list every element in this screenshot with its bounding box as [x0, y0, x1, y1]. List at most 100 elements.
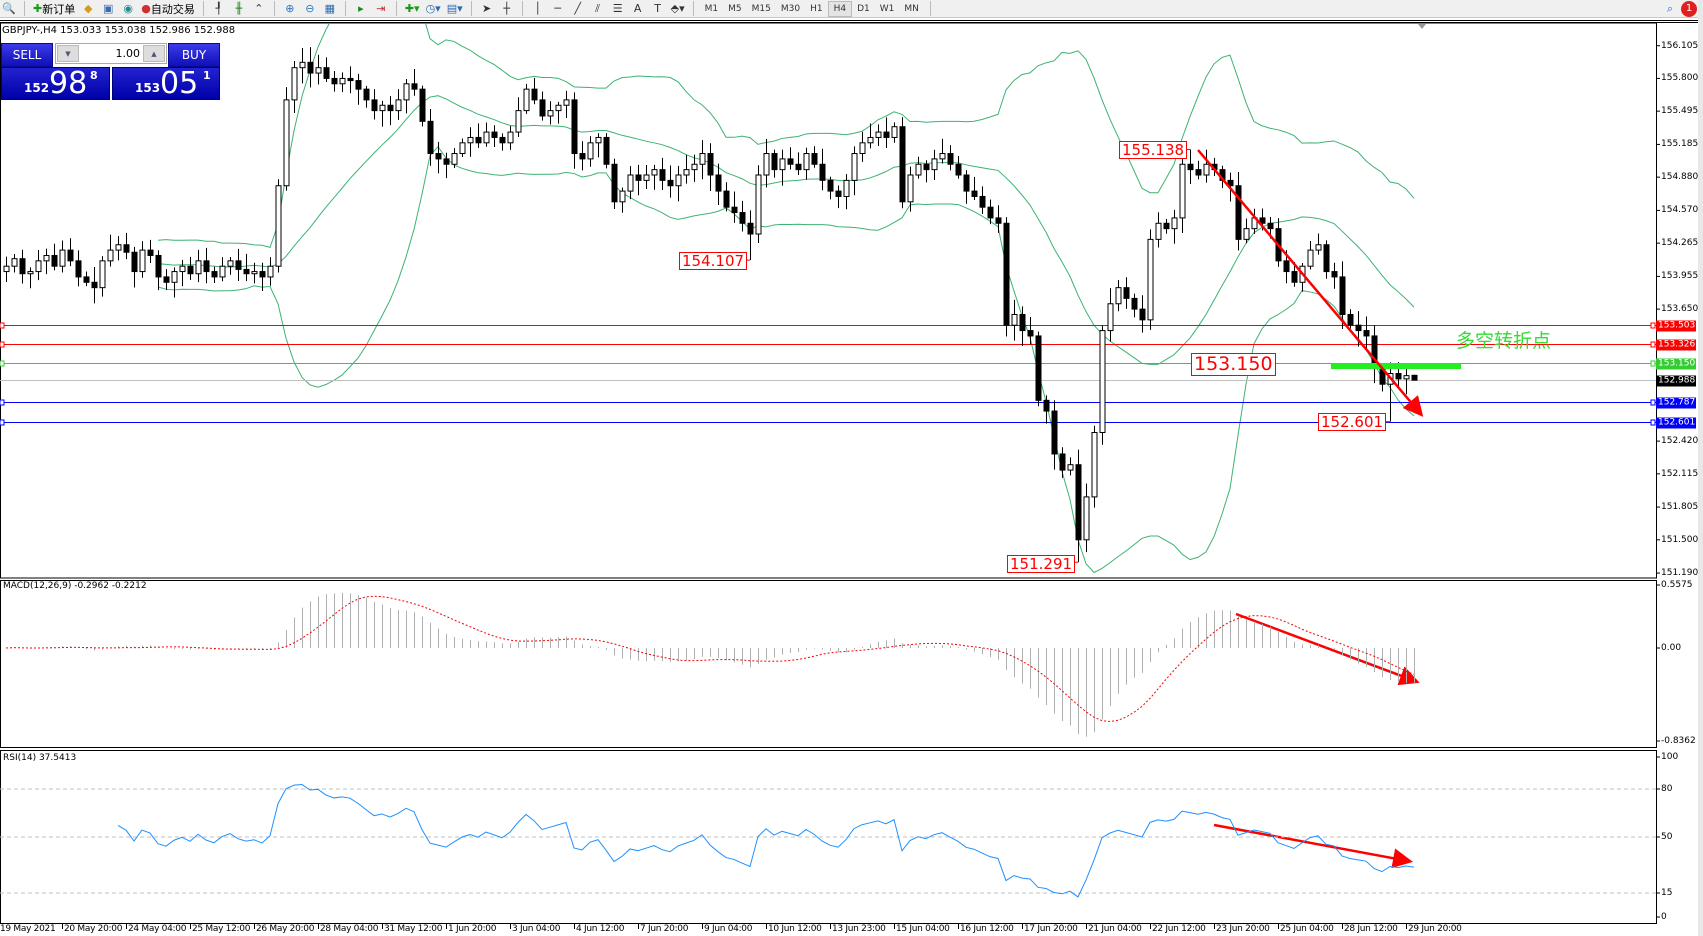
sell-button[interactable]: SELL: [1, 43, 53, 67]
price-level-tag: 153.503: [1656, 320, 1696, 331]
lot-decrease-button[interactable]: ▼: [57, 45, 79, 62]
timeframe-m5[interactable]: M5: [728, 3, 742, 14]
toolbar-separator: [395, 1, 397, 16]
signal-icon[interactable]: ◉: [123, 2, 134, 15]
autotrade-button[interactable]: ● 自动交易: [141, 2, 195, 16]
periods-clock-icon[interactable]: ◷▾: [425, 2, 441, 15]
lot-increase-button[interactable]: ▲: [143, 45, 165, 62]
bollinger-upper-band: [157, 23, 1415, 248]
autoscroll-icon[interactable]: ▸: [358, 2, 364, 15]
candle-bull: [763, 153, 770, 176]
zoom-in-icon[interactable]: ⊕: [285, 2, 295, 15]
price-level-tag: 152.787: [1656, 397, 1696, 408]
bar-chart-icon[interactable]: ┦: [215, 2, 223, 15]
time-axis-label: 9 Jun 04:00: [704, 924, 753, 934]
candle-bear: [1123, 287, 1130, 299]
timeframe-m15[interactable]: M15: [751, 3, 771, 14]
time-axis-label: 20 May 20:00: [64, 924, 123, 934]
timeframe-h4[interactable]: H4: [827, 0, 853, 17]
cursor-icon[interactable]: ➤: [482, 2, 492, 15]
candle-bear: [1267, 222, 1274, 230]
rsi-line: [117, 784, 1415, 898]
candle-bull: [467, 136, 474, 144]
candle-bull: [651, 169, 658, 176]
candle-bear: [147, 249, 154, 256]
buy-price[interactable]: 153 05 1: [112, 67, 220, 100]
notification-badge[interactable]: 1: [1681, 0, 1697, 17]
search-icon[interactable]: ⌕: [1666, 1, 1674, 15]
candle-bull: [891, 126, 898, 138]
fibonacci-icon[interactable]: ☰: [612, 2, 623, 15]
metaeditor-icon[interactable]: ◆: [83, 2, 93, 15]
extreme-price-label: 154.107: [679, 252, 748, 270]
candle-bear: [411, 83, 418, 90]
level-handle: [0, 341, 5, 348]
timeframe-h1[interactable]: H1: [810, 3, 823, 14]
candle-bull: [915, 163, 922, 176]
candle-bear: [83, 276, 90, 283]
zoom-out-icon[interactable]: ⊖: [305, 2, 315, 15]
timeframe-mn[interactable]: MN: [904, 3, 919, 14]
search-icon[interactable]: 🔍: [2, 2, 16, 15]
time-axis-label: 28 May 04:00: [320, 924, 379, 934]
timeframe-d1[interactable]: D1: [857, 3, 870, 14]
text-label-icon[interactable]: T: [654, 2, 661, 15]
text-icon[interactable]: A: [633, 2, 642, 15]
print-icon[interactable]: ▣: [103, 2, 114, 15]
line-chart-icon[interactable]: ⌃: [254, 2, 264, 15]
one-click-trading-panel: SELL ▼ 1.00 ▲ BUY 152 98 8 153 05 1: [1, 43, 220, 100]
rsi-trend-arrow: [1213, 823, 1413, 869]
templates-icon[interactable]: ▤▾: [446, 2, 463, 15]
pivot-text: 多空转折点: [1456, 330, 1552, 352]
candle-bear: [963, 174, 970, 192]
candle-bear: [67, 249, 74, 262]
tile-windows-icon[interactable]: ▦: [324, 2, 336, 15]
price-axis-label: 156.105: [1661, 40, 1699, 51]
candle-bull: [379, 104, 386, 112]
price-axis-label: 151.500: [1661, 534, 1699, 545]
candlestick-chart-icon[interactable]: ╫: [235, 2, 243, 15]
candle-bear: [667, 179, 674, 187]
timeframe-m1[interactable]: M1: [704, 3, 719, 14]
price-axis-label: 153.650: [1661, 304, 1699, 315]
price-level-tag: 153.326: [1656, 339, 1696, 350]
candle-bear: [1291, 271, 1298, 283]
extreme-price-label: 155.138: [1119, 141, 1188, 159]
level-handle: [1650, 399, 1656, 406]
candle-bull: [275, 185, 282, 267]
candle-bull: [459, 142, 466, 155]
time-axis-label: 28 Jun 12:00: [1344, 924, 1398, 934]
sell-price[interactable]: 152 98 8: [1, 67, 110, 100]
candle-bear: [883, 131, 890, 138]
candle-bear: [923, 163, 930, 171]
candle-bull: [595, 136, 602, 144]
autotrade-icon: ●: [141, 2, 151, 15]
arrows-icon[interactable]: ⬘▾: [670, 2, 685, 15]
timeframe-w1[interactable]: W1: [879, 3, 895, 14]
lot-size-input[interactable]: ▼ 1.00 ▲: [55, 43, 167, 64]
time-axis-label: 25 May 12:00: [192, 924, 251, 934]
crosshair-icon[interactable]: ┼: [503, 2, 510, 15]
candle-bear: [811, 153, 818, 165]
candle-bear: [1195, 169, 1202, 176]
candle-bull: [1203, 163, 1210, 176]
time-axis-label: 7 Jun 20:00: [640, 924, 689, 934]
equidistant-channel-icon[interactable]: ⫽: [595, 1, 601, 15]
timeframe-m30[interactable]: M30: [780, 3, 801, 14]
candle-bull: [1067, 464, 1074, 471]
candle-bear: [427, 120, 434, 155]
price-axis-label: 154.265: [1661, 238, 1699, 249]
vertical-line-icon[interactable]: │: [534, 2, 541, 15]
new-order-button[interactable]: ✚ 新订单: [33, 2, 76, 16]
trendline-icon[interactable]: ╱: [574, 2, 581, 15]
add-indicator-icon[interactable]: ✚▾: [404, 2, 420, 15]
chart-shift-icon[interactable]: ⇥: [376, 2, 386, 15]
candle-bear: [187, 265, 194, 275]
candle-bear: [499, 136, 506, 144]
candle-bull: [1099, 330, 1106, 434]
candle-bull: [643, 174, 650, 181]
time-axis-label: 21 Jun 04:00: [1088, 924, 1142, 934]
horizontal-line-icon[interactable]: ─: [554, 2, 561, 15]
buy-button[interactable]: BUY: [168, 43, 220, 67]
